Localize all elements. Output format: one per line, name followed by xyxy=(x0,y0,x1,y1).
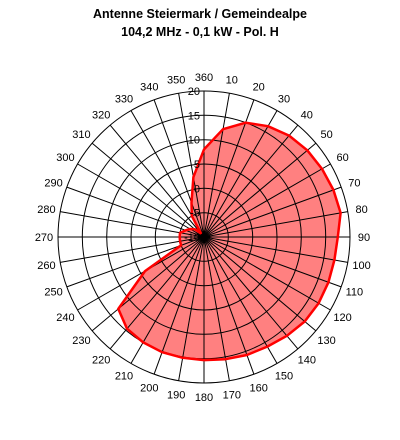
radial-label-20: 20 xyxy=(188,86,200,98)
azimuth-label-270: 270 xyxy=(35,232,53,244)
spoke-60 xyxy=(203,163,331,238)
azimuth-label-160: 160 xyxy=(250,382,268,394)
azimuth-label-210: 210 xyxy=(115,371,133,383)
chart-subtitle: 104,2 MHz - 0,1 kW - Pol. H xyxy=(121,25,279,39)
radial-label--5: -5 xyxy=(190,208,200,220)
azimuth-label-290: 290 xyxy=(44,177,62,189)
azimuth-label-240: 240 xyxy=(56,312,74,324)
spoke-240 xyxy=(77,236,205,311)
spoke-120 xyxy=(203,236,331,311)
radial-label--10: -10 xyxy=(184,232,200,244)
azimuth-label-340: 340 xyxy=(140,82,158,94)
azimuth-label-110: 110 xyxy=(346,287,364,299)
spoke-140 xyxy=(203,236,299,350)
spoke-300 xyxy=(77,163,205,238)
azimuth-label-80: 80 xyxy=(355,204,367,216)
azimuth-label-70: 70 xyxy=(348,177,360,189)
spoke-80 xyxy=(203,211,348,238)
azimuth-label-90: 90 xyxy=(358,232,370,244)
azimuth-label-300: 300 xyxy=(56,152,74,164)
azimuth-label-250: 250 xyxy=(44,287,62,299)
spoke-110 xyxy=(203,236,342,288)
azimuth-label-220: 220 xyxy=(92,355,110,367)
azimuth-label-130: 130 xyxy=(317,335,335,347)
azimuth-label-230: 230 xyxy=(72,335,90,347)
spoke-310 xyxy=(91,142,205,238)
azimuth-label-360: 360 xyxy=(195,72,213,84)
spoke-130 xyxy=(203,236,317,332)
azimuth-label-180: 180 xyxy=(195,392,213,404)
azimuth-label-50: 50 xyxy=(320,129,332,141)
radial-label-5: 5 xyxy=(194,159,200,171)
azimuth-label-310: 310 xyxy=(72,129,90,141)
spoke-70 xyxy=(203,186,342,238)
spoke-290 xyxy=(66,186,205,238)
azimuth-label-190: 190 xyxy=(167,390,185,402)
azimuth-label-350: 350 xyxy=(167,74,185,86)
azimuth-label-30: 30 xyxy=(278,93,290,105)
center-dot xyxy=(200,233,208,241)
azimuth-label-170: 170 xyxy=(223,390,241,402)
radial-label-0: 0 xyxy=(194,183,200,195)
azimuth-label-280: 280 xyxy=(37,204,55,216)
spoke-160 xyxy=(203,236,255,375)
azimuth-label-140: 140 xyxy=(298,355,316,367)
spoke-340 xyxy=(153,99,205,238)
radial-label-15: 15 xyxy=(188,110,200,122)
spoke-100 xyxy=(203,236,348,263)
azimuth-label-60: 60 xyxy=(336,152,348,164)
spoke-230 xyxy=(91,236,205,332)
spoke-150 xyxy=(203,236,278,364)
spoke-40 xyxy=(203,124,299,238)
azimuth-label-40: 40 xyxy=(301,109,313,121)
spoke-220 xyxy=(109,236,205,350)
spoke-350 xyxy=(178,93,205,238)
chart-title: Antenne Steiermark / Gemeindealpe xyxy=(93,7,307,21)
spoke-30 xyxy=(203,110,278,238)
spoke-320 xyxy=(109,124,205,238)
pattern-outline xyxy=(117,121,342,362)
azimuth-label-330: 330 xyxy=(115,93,133,105)
azimuth-label-200: 200 xyxy=(140,382,158,394)
azimuth-label-120: 120 xyxy=(333,312,351,324)
spoke-50 xyxy=(203,142,317,238)
azimuth-label-260: 260 xyxy=(37,260,55,272)
spoke-10 xyxy=(203,93,230,238)
azimuth-label-320: 320 xyxy=(92,109,110,121)
azimuth-label-10: 10 xyxy=(226,74,238,86)
radial-label-10: 10 xyxy=(188,135,200,147)
azimuth-label-20: 20 xyxy=(253,82,265,94)
azimuth-label-150: 150 xyxy=(275,371,293,383)
azimuth-label-100: 100 xyxy=(352,260,370,272)
spoke-170 xyxy=(203,236,230,381)
